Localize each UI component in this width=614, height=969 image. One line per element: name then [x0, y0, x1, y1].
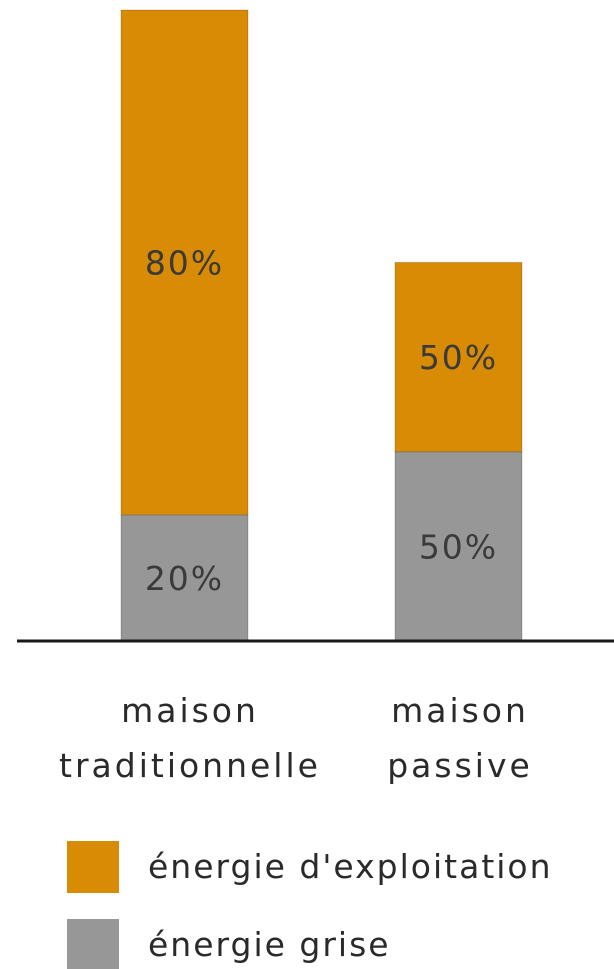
- legend-label-energie-d-exploitation: énergie d'exploitation: [148, 847, 553, 886]
- legend-swatch-energie-d-exploitation: [67, 841, 119, 893]
- bars-group: 20% 80% 50% 50%: [120, 9, 523, 642]
- data-label-energie-d-exploitation-passive: 50%: [419, 338, 498, 377]
- bar-energie-grise-traditionnelle: [120, 514, 249, 642]
- legend-label-energie-grise: énergie grise: [148, 925, 391, 964]
- category-label-line: maison: [121, 691, 259, 730]
- category-label-line: traditionnelle: [59, 746, 321, 785]
- legend: énergie d'exploitation énergie grise: [67, 841, 553, 969]
- category-label-line: passive: [387, 746, 533, 785]
- bar-energie-d-exploitation-passive: [394, 261, 523, 453]
- legend-swatch-energie-grise: [67, 919, 119, 969]
- data-label-energie-d-exploitation-traditionnelle: 80%: [145, 243, 224, 282]
- category-label-line: maison: [391, 691, 529, 730]
- category-labels: maison traditionnelle maison passive: [59, 691, 533, 785]
- data-label-energie-grise-passive: 50%: [419, 527, 498, 566]
- data-label-energie-grise-traditionnelle: 20%: [145, 559, 224, 598]
- bar-energie-d-exploitation-traditionnelle: [120, 9, 249, 516]
